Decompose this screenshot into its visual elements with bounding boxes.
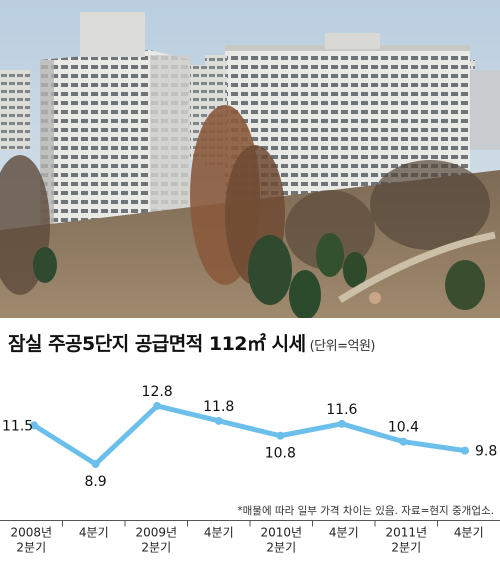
data-point bbox=[337, 419, 346, 428]
data-point bbox=[30, 421, 38, 430]
data-point bbox=[276, 431, 285, 440]
data-label: 11.5 bbox=[2, 418, 33, 434]
chart-unit: (단위=억원) bbox=[309, 339, 376, 354]
x-tick-label: 4분기 bbox=[79, 526, 109, 540]
x-tick-label: 2분기 bbox=[16, 541, 46, 555]
data-label: 9.8 bbox=[475, 444, 497, 460]
data-point bbox=[461, 446, 469, 455]
data-label: 11.8 bbox=[203, 399, 234, 415]
apartment-complex-photo bbox=[0, 0, 500, 318]
data-label: 10.4 bbox=[388, 420, 419, 436]
data-label: 10.8 bbox=[265, 446, 296, 462]
x-tick-label: 4분기 bbox=[329, 526, 359, 540]
data-point bbox=[214, 416, 223, 425]
price-line-chart: 11.5 8.9 12.8 11.8 10.8 11.6 10.4 9.8 *매물에 따라 일… bbox=[0, 384, 500, 555]
value-label-layer: 11.5 8.9 12.8 11.8 10.8 11.6 10.4 9.8 bbox=[2, 384, 497, 490]
x-tick-label: 2008년 bbox=[10, 526, 52, 540]
x-tick-label: 4분기 bbox=[454, 526, 484, 540]
series-line bbox=[31, 403, 468, 467]
x-tick-label: 2분기 bbox=[391, 541, 421, 555]
chart-title-text: 잠실 주공5단지 공급면적 112㎡ 시세 bbox=[8, 333, 306, 355]
data-label: 11.6 bbox=[326, 402, 357, 418]
chart-title: 잠실 주공5단지 공급면적 112㎡ 시세 (단위=억원) bbox=[8, 329, 376, 356]
data-label: 8.9 bbox=[84, 474, 106, 490]
data-label: 12.8 bbox=[142, 384, 173, 400]
line-layer bbox=[30, 401, 469, 469]
x-tick-label: 4분기 bbox=[204, 526, 234, 540]
x-tick-label: 2010년 bbox=[260, 526, 302, 540]
x-tick-label: 2분기 bbox=[266, 541, 296, 555]
x-tick-label: 2011년 bbox=[385, 526, 427, 540]
data-point bbox=[399, 437, 408, 446]
x-tick-label: 2009년 bbox=[135, 526, 177, 540]
data-point bbox=[153, 401, 162, 410]
source-note: *매물에 따라 일부 가격 차이는 있음. 자료=현지 중개업소. bbox=[237, 504, 494, 517]
x-tick-label: 2분기 bbox=[141, 541, 171, 555]
data-point bbox=[91, 460, 100, 469]
